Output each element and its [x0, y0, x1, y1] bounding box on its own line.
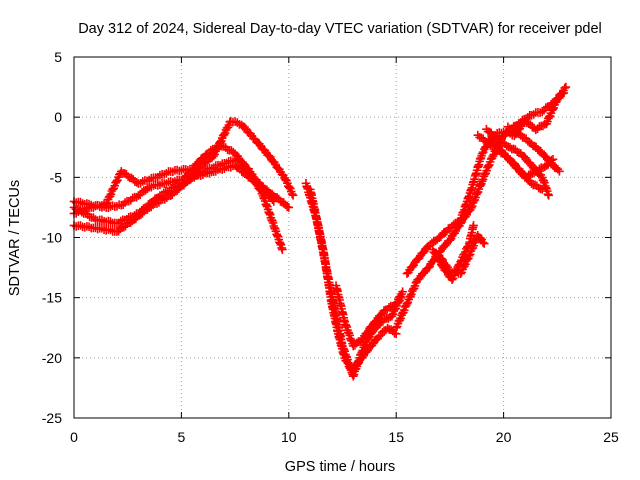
data-point — [469, 221, 478, 230]
x-ticks: 0 5 10 15 20 25 — [70, 57, 619, 445]
data-point — [544, 191, 554, 200]
data-point — [398, 287, 407, 296]
data-point — [388, 309, 398, 319]
data-point — [284, 203, 294, 212]
data-point — [465, 249, 475, 259]
series-track-k — [434, 231, 489, 279]
data-point — [210, 150, 219, 159]
data-point — [269, 197, 279, 206]
series-track-o — [473, 130, 547, 194]
series-track-f — [305, 185, 401, 375]
data-points — [69, 82, 571, 381]
data-point — [478, 175, 488, 184]
data-point — [361, 347, 371, 357]
series-track-g — [331, 281, 407, 351]
chart-title: Day 312 of 2024, Sidereal Day-to-day VTE… — [78, 21, 602, 37]
data-point — [543, 117, 552, 126]
data-point — [456, 269, 465, 279]
data-point — [548, 105, 558, 114]
y-ticks: -25 -20 -15 -10 -5 0 5 — [42, 49, 611, 426]
data-point — [288, 191, 298, 200]
data-point — [447, 275, 457, 285]
x-tick-label: 25 — [603, 429, 619, 445]
y-tick-label: -15 — [42, 290, 62, 306]
x-tick-label: 5 — [178, 429, 186, 445]
data-point — [478, 238, 488, 247]
data-point — [396, 314, 405, 323]
data-point — [471, 193, 480, 202]
data-point — [555, 167, 564, 176]
data-point — [287, 189, 297, 199]
data-point — [402, 299, 412, 309]
data-point — [278, 245, 287, 254]
data-point — [476, 233, 485, 243]
data-point — [469, 241, 478, 251]
data-point — [407, 289, 416, 299]
y-tick-label: -25 — [42, 410, 62, 426]
x-tick-label: 0 — [70, 429, 78, 445]
y-axis-label: SDTVAR / TECUs — [7, 180, 23, 296]
series-track-l — [482, 124, 554, 200]
x-tick-label: 20 — [496, 429, 512, 445]
data-point — [461, 247, 470, 257]
data-point — [467, 201, 477, 211]
x-tick-label: 15 — [388, 429, 404, 445]
y-tick-label: -5 — [50, 169, 63, 185]
series-track-n — [503, 122, 564, 176]
data-point — [479, 239, 489, 248]
data-point — [561, 82, 571, 92]
data-point — [445, 235, 455, 245]
data-point — [464, 251, 474, 261]
y-tick-label: -20 — [42, 350, 62, 366]
data-point — [537, 185, 547, 194]
data-point — [106, 189, 116, 199]
y-tick-label: -10 — [42, 230, 62, 246]
data-point — [392, 298, 402, 307]
x-tick-label: 10 — [281, 429, 297, 445]
data-point — [482, 166, 491, 176]
x-axis-label: GPS time / hours — [285, 459, 395, 475]
data-point — [560, 83, 569, 93]
data-point — [418, 248, 428, 258]
data-point — [343, 358, 353, 368]
y-tick-label: 5 — [54, 49, 62, 65]
y-tick-label: 0 — [54, 109, 62, 125]
data-point — [477, 149, 487, 158]
data-point — [461, 259, 470, 269]
